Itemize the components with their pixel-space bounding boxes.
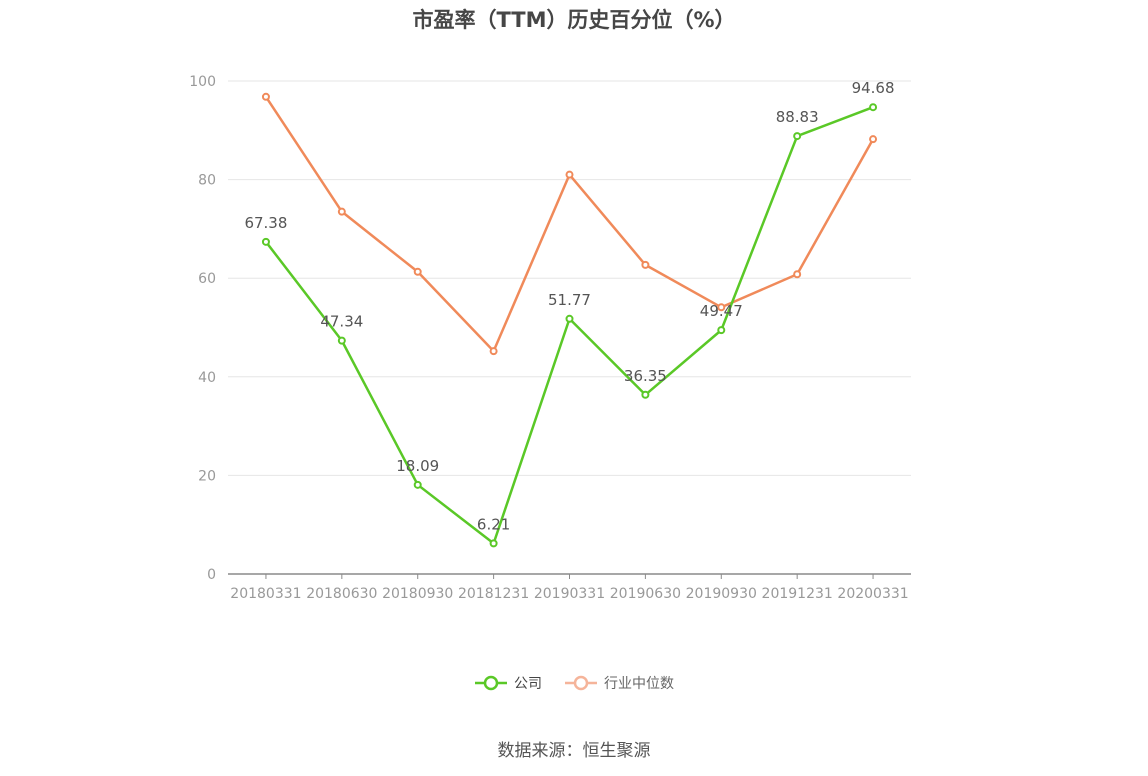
data-label: 67.38	[244, 214, 287, 232]
data-point-0	[489, 539, 498, 548]
data-label: 36.35	[624, 367, 667, 385]
data-point-0	[793, 132, 802, 141]
data-point-0	[261, 237, 270, 246]
x-tick-label: 20180630	[306, 586, 377, 602]
y-tick-label: 20	[198, 468, 216, 484]
data-label: 6.21	[477, 515, 510, 533]
data-point-1	[565, 170, 574, 179]
data-point-1	[793, 270, 802, 279]
grid-lines	[228, 80, 911, 476]
legend-industry-label: 行业中位数	[604, 676, 674, 692]
y-tick-label: 80	[198, 173, 216, 189]
data-labels: 67.38 47.34 18.09 6.21 51.77 36.35 49.47 88.83 9…	[244, 79, 894, 533]
data-label: 51.77	[548, 291, 591, 309]
y-tick-label: 40	[198, 370, 216, 386]
legend-item-company[interactable]: 公司	[474, 673, 542, 693]
chart-title: 市盈率（TTM）历史百分位（%）	[412, 8, 736, 32]
y-tick-label: 100	[189, 74, 216, 90]
y-tick-label: 60	[198, 271, 216, 287]
legend[interactable]: 公司 行业中位数	[0, 673, 1148, 693]
data-label: 18.09	[396, 457, 439, 475]
data-point-1	[489, 347, 498, 356]
x-tick-label: 20181231	[458, 586, 529, 602]
data-point-1	[717, 303, 726, 312]
data-point-0	[337, 336, 346, 345]
data-label: 94.68	[852, 79, 895, 97]
legend-industry-marker-icon	[565, 675, 597, 691]
data-point-0	[565, 314, 574, 323]
x-tick-label: 20190630	[610, 586, 681, 602]
y-tick-label: 0	[207, 567, 216, 583]
data-point-1	[641, 260, 650, 269]
data-label: 47.34	[320, 313, 363, 331]
x-tick-label: 20180331	[230, 586, 301, 602]
x-tick-label: 20191231	[762, 586, 833, 602]
legend-company-marker-icon	[475, 675, 507, 691]
data-point-0	[641, 390, 650, 399]
x-tick-label: 20190331	[534, 586, 605, 602]
data-point-0	[413, 480, 422, 489]
data-point-1	[337, 207, 346, 216]
legend-item-industry[interactable]: 行业中位数	[564, 673, 674, 693]
data-point-1	[413, 267, 422, 276]
x-tick-label: 20190930	[686, 586, 757, 602]
data-point-0	[869, 103, 878, 112]
data-point-0	[717, 326, 726, 335]
data-point-1	[869, 135, 878, 144]
x-tick-label: 20200331	[837, 586, 908, 602]
series-lines	[261, 92, 878, 548]
legend-company-label: 公司	[514, 676, 542, 692]
data-point-1	[261, 92, 270, 101]
x-tick-label: 20180930	[382, 586, 453, 602]
data-label: 88.83	[776, 108, 819, 126]
data-label: 49.47	[700, 302, 743, 320]
axes: 0 20 40 60 80 100 20180331 20180630 20180930 2018…	[189, 74, 911, 602]
data-source: 数据来源：恒生聚源	[497, 741, 651, 761]
